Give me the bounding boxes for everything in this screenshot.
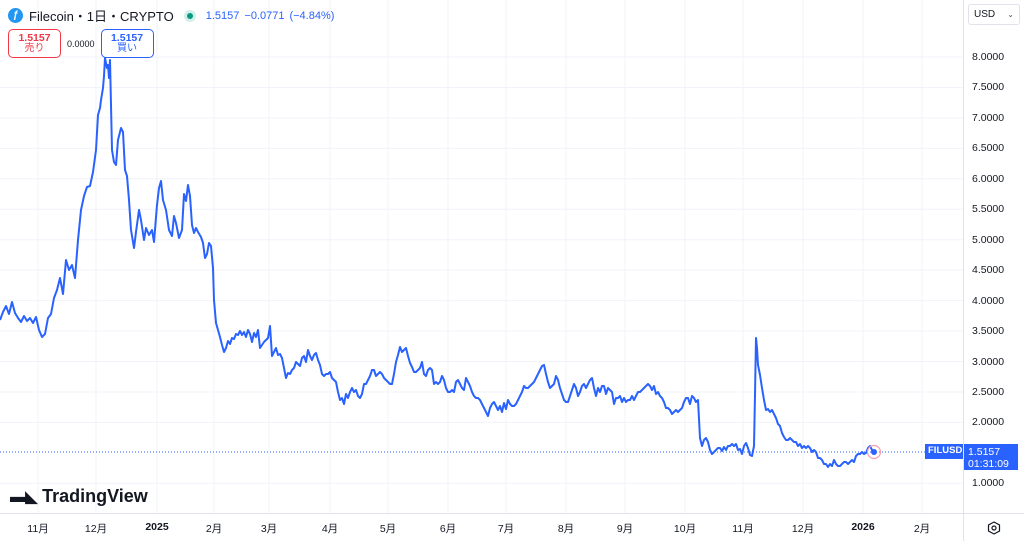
price-tick: 5.0000 — [972, 233, 1005, 246]
time-tick: 11月 — [732, 523, 754, 535]
trade-buttons: 1.5157 売り 0.0000 1.5157 買い — [8, 29, 154, 58]
buy-label: 買い — [117, 42, 138, 54]
legend-change-pct: (−4.84%) — [289, 9, 335, 22]
spread-value: 0.0000 — [67, 38, 95, 49]
chart-plot-area[interactable]: ƒ Filecoin・1日・CRYPTO 1.5157 −0.0771 (−4.… — [0, 0, 966, 513]
price-tick: 2.0000 — [972, 416, 1005, 429]
time-tick: 8月 — [557, 523, 575, 535]
currency-select[interactable]: USD ⌄ — [968, 4, 1020, 25]
legend-values: 1.5157 −0.0771 (−4.84%) — [206, 10, 335, 22]
sell-price: 1.5157 — [18, 31, 51, 44]
price-tick: 6.0000 — [972, 172, 1005, 185]
legend-change: −0.0771 — [244, 9, 285, 22]
price-tick: 5.5000 — [972, 203, 1005, 216]
price-tick: 3.0000 — [972, 355, 1005, 368]
time-tick: 7月 — [497, 523, 515, 535]
tradingview-logo[interactable]: ▬◣ TradingView — [10, 486, 148, 507]
chart-settings-button[interactable] — [963, 513, 1024, 541]
buy-button[interactable]: 1.5157 買い — [100, 29, 154, 58]
time-tick: 12月 — [84, 523, 108, 535]
time-axis[interactable]: 11月 12月 2025 2月 3月 4月 5月 6月 7月 8月 9月 10月 11月 12月 2026 2… — [0, 513, 963, 541]
last-price-dot — [871, 449, 877, 455]
price-tick: 7.5000 — [972, 81, 1005, 94]
time-tick: 2025 — [145, 521, 169, 533]
settings-hexagon-icon — [987, 520, 1001, 535]
time-tick: 2月 — [205, 523, 223, 535]
grid-lines — [0, 0, 963, 513]
price-tick: 8.0000 — [972, 51, 1005, 63]
time-tick: 6月 — [439, 523, 457, 535]
price-tick: 4.5000 — [972, 264, 1005, 277]
legend-last-price: 1.5157 — [205, 9, 240, 22]
last-price-value: 1.5157 — [968, 446, 1001, 458]
buy-price: 1.5157 — [110, 31, 144, 44]
price-axis[interactable]: 8.0000 7.5000 7.0000 6.5000 6.0000 5.5000 5.00… — [963, 0, 1024, 513]
price-tick: 4.0000 — [972, 294, 1005, 307]
bar-countdown: 01:31:09 — [968, 458, 1009, 471]
chevron-down-icon: ⌄ — [1007, 10, 1014, 19]
logo-text: TradingView — [42, 486, 148, 506]
price-tick: 3.5000 — [972, 325, 1005, 338]
price-tick: 1.0000 — [972, 477, 1005, 490]
last-price-pulse-marker — [866, 444, 882, 460]
last-price-label: 1.5157 01:31:09 — [964, 444, 1018, 470]
symbol-title[interactable]: Filecoin・1日・CRYPTO — [29, 9, 174, 24]
filecoin-icon: ƒ — [8, 8, 23, 23]
price-series-line — [0, 57, 875, 468]
price-tick: 2.5000 — [972, 385, 1005, 398]
time-tick: 9月 — [616, 523, 634, 535]
price-line-chart — [0, 0, 963, 513]
time-tick: 5月 — [379, 523, 397, 535]
time-tick: 11月 — [27, 523, 49, 535]
time-tick: 2月 — [913, 523, 931, 535]
time-tick: 4月 — [321, 523, 339, 535]
tradingview-logo-icon: ▬◣ — [10, 486, 38, 506]
chart-legend: ƒ Filecoin・1日・CRYPTO 1.5157 −0.0771 (−4.… — [8, 6, 334, 25]
time-tick: 3月 — [260, 523, 278, 535]
price-tick: 7.0000 — [972, 111, 1005, 124]
price-tick: 6.5000 — [972, 142, 1005, 155]
symbol-price-label: FILUSD — [925, 444, 966, 459]
market-open-status-icon[interactable] — [183, 9, 196, 22]
currency-label: USD — [974, 9, 996, 20]
time-tick: 12月 — [791, 523, 815, 535]
sell-label: 売り — [24, 42, 45, 54]
time-tick: 2026 — [851, 521, 875, 533]
time-tick: 10月 — [673, 523, 697, 535]
sell-button[interactable]: 1.5157 売り — [8, 29, 61, 58]
